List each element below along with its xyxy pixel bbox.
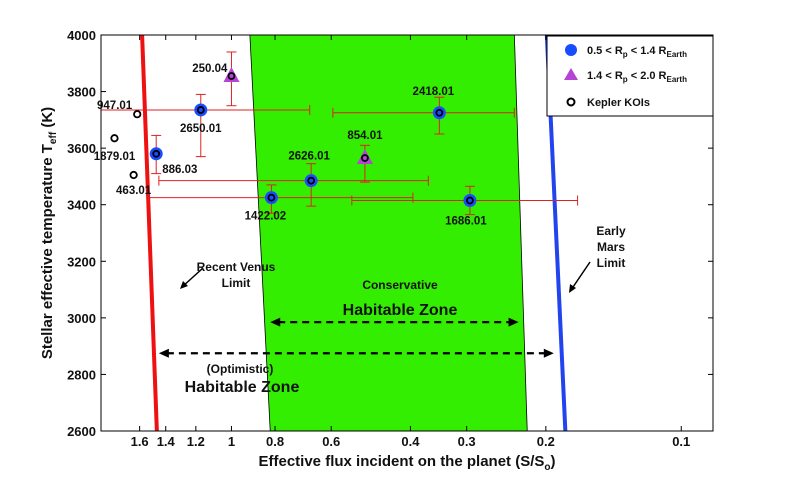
koi-marker	[307, 176, 316, 185]
mars-limit-label-2: Mars	[597, 240, 625, 254]
koi-marker	[361, 154, 369, 162]
koi-label: 854.01	[347, 130, 383, 142]
koi-label: 463.01	[116, 185, 152, 197]
y-axis-ticks: 2600 2800 3000 3200 3400 3600 3800 4000	[67, 28, 713, 439]
x-tick-label: 1.4	[157, 434, 176, 449]
venus-limit-label-1: Recent Venus	[197, 260, 276, 274]
koi-marker	[267, 193, 276, 202]
x-axis-title-sub: o	[544, 462, 550, 473]
koi-label: 2650.01	[180, 123, 222, 135]
mars-label-pointer-head	[569, 284, 576, 293]
plot-frame	[100, 34, 714, 432]
conservative-hz-arrow-right-head	[508, 317, 519, 327]
koi-label: 1422.02	[245, 211, 287, 223]
x-tick-label: 1.2	[187, 434, 205, 449]
koi-label: 250.04	[192, 63, 228, 75]
error-bars-layer	[100, 51, 579, 216]
x-axis-title: Effective flux incident on the planet (S…	[259, 453, 556, 473]
x-tick-label: 1	[228, 434, 235, 449]
koi-label: 2418.01	[413, 86, 455, 98]
koi-marker	[227, 72, 236, 80]
optimistic-hz-arrow-left-head	[158, 348, 169, 358]
venus-limit-label-2: Limit	[222, 276, 251, 290]
planet-marker-small	[463, 193, 477, 207]
x-tick-label: 1.6	[131, 434, 149, 449]
legend-marker-koi	[566, 97, 576, 107]
x-tick-label: 0.2	[537, 434, 555, 449]
conservative-label: Conservative	[362, 278, 438, 292]
y-tick-label: 3000	[67, 311, 96, 326]
koi-marker	[466, 196, 474, 205]
x-tick-label: 0.3	[458, 434, 476, 449]
conservative-hz-arrow-left-head	[270, 317, 281, 327]
recent-venus-limit-line	[140, 34, 159, 432]
x-axis-title-main: Effective flux incident on the planet (S…	[259, 453, 545, 470]
koi-label: 2626.01	[288, 151, 330, 163]
legend-marker-small-planet	[565, 44, 577, 56]
y-tick-label: 3400	[67, 198, 96, 213]
legend-label-small-planet: 0.5 < Rp < 1.4 REarth	[587, 45, 687, 59]
planet-marker-small	[194, 103, 208, 117]
conservative-habitable-zone	[249, 34, 528, 432]
koi-marker	[435, 108, 444, 117]
y-tick-label: 2800	[67, 367, 96, 382]
koi-marker	[133, 110, 142, 119]
planet-marker-mid	[223, 67, 240, 83]
legend-marker-mid-planet	[564, 68, 578, 80]
planet-marker-small	[149, 147, 163, 161]
y-tick-label: 4000	[67, 28, 96, 43]
planet-marker-small	[264, 191, 278, 205]
mars-limit-label-1: Early	[596, 224, 626, 238]
koi-marker	[110, 134, 119, 143]
koi-marker	[196, 106, 205, 114]
legend-label-koi: Kepler KOIs	[587, 97, 650, 109]
mars-label-pointer	[570, 261, 591, 291]
y-tick-label: 2600	[67, 424, 96, 439]
arrows-layer	[158, 317, 554, 358]
point-labels-layer: 250.04 947.01 2650.01 2418.01 1879.01 886.03 8…	[94, 63, 488, 227]
y-axis-title-tail: (K)	[39, 107, 56, 132]
optimistic-hz-label: Habitable Zone	[185, 379, 300, 396]
legend: 0.5 < Rp < 1.4 REarth 1.4 < Rp < 2.0 REa…	[546, 35, 714, 117]
y-axis-title-sub: eff	[48, 131, 59, 144]
x-axis-ticks: 1.6 1.4 1.2 1 0.8 0.6 0.4 0.3 0.2 0.1	[131, 35, 690, 449]
x-axis-title-tail: )	[550, 453, 555, 470]
legend-label-mid-planet: 1.4 < Rp < 2.0 REarth	[587, 70, 687, 84]
planet-marker-small	[432, 106, 446, 120]
koi-marker	[152, 149, 161, 158]
koi-label: 947.01	[97, 100, 133, 112]
mars-limit-label-3: Limit	[597, 256, 626, 270]
x-tick-label: 0.1	[672, 434, 690, 449]
x-tick-label: 0.4	[401, 434, 420, 449]
koi-label: 1686.01	[445, 215, 487, 227]
koi-marker	[129, 170, 138, 180]
koi-label: 886.03	[162, 164, 197, 176]
y-axis-title-main: Stellar effective temperature T	[39, 144, 56, 359]
y-tick-label: 3600	[67, 141, 96, 156]
planet-marker-small	[304, 174, 318, 188]
points-layer	[110, 67, 477, 207]
y-axis-title: Stellar effective temperature Teff (K)	[39, 107, 59, 359]
x-tick-label: 0.8	[266, 434, 284, 449]
planet-marker-mid	[356, 149, 373, 165]
x-tick-label: 0.6	[322, 434, 340, 449]
optimistic-label: (Optimistic)	[207, 362, 274, 376]
y-tick-label: 3800	[67, 85, 96, 100]
zones-layer	[249, 34, 528, 432]
venus-label-pointer-head	[180, 281, 188, 289]
conservative-hz-label: Habitable Zone	[343, 302, 458, 319]
optimistic-hz-arrow-right-head	[543, 348, 554, 358]
koi-label: 1879.01	[94, 151, 136, 163]
y-tick-label: 3200	[67, 254, 96, 269]
